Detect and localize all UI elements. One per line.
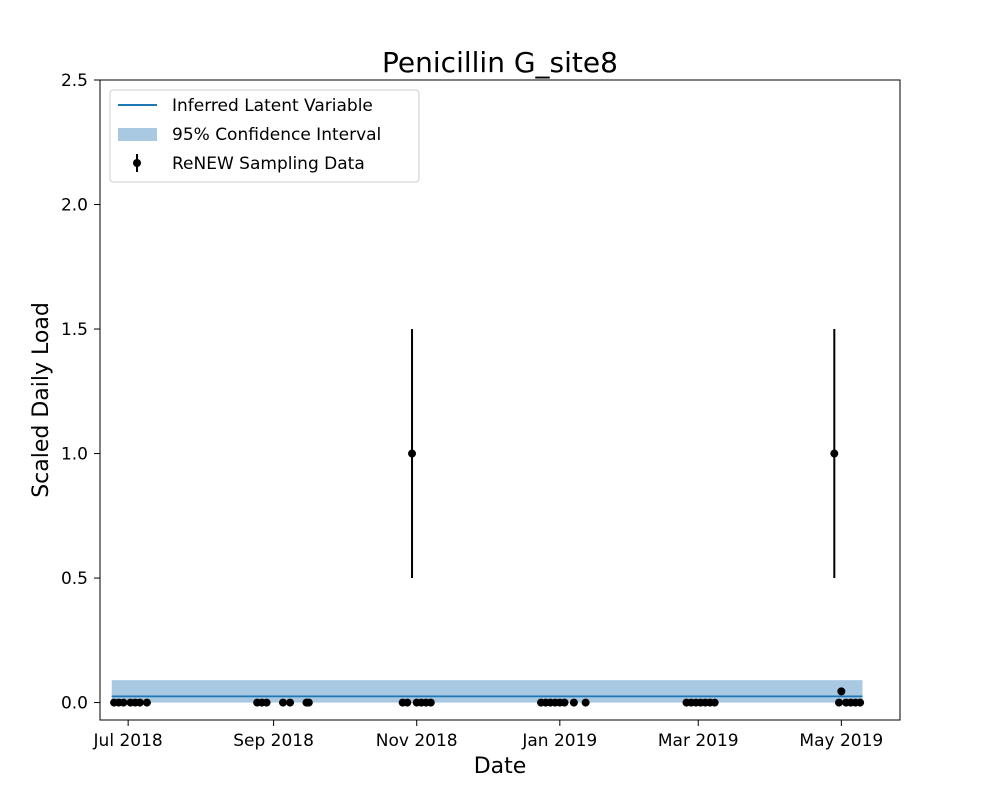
legend-label: 95% Confidence Interval: [172, 125, 381, 145]
sample-point: [837, 687, 846, 696]
y-axis-label: Scaled Daily Load: [29, 302, 54, 498]
sample-point: [830, 449, 839, 458]
legend-box: [109, 89, 420, 183]
sample-point: [426, 698, 435, 707]
x-tick-label: Nov 2018: [376, 731, 458, 751]
legend-band-swatch: [118, 128, 157, 141]
sample-point: [278, 698, 287, 707]
y-tick-label: 0.0: [61, 694, 88, 714]
y-tick-label: 1.0: [61, 445, 88, 465]
x-tick-label: Mar 2019: [658, 731, 739, 751]
sample-point: [581, 698, 590, 707]
x-axis-label: Date: [474, 754, 527, 779]
sample-point: [135, 698, 144, 707]
x-tick-label: Jan 2019: [521, 731, 597, 751]
sample-point: [569, 698, 578, 707]
x-tick-label: Jul 2018: [93, 731, 163, 751]
sample-point: [560, 698, 569, 707]
x-tick-label: Sep 2018: [233, 731, 314, 751]
y-tick-label: 2.0: [61, 196, 88, 216]
sample-point: [835, 698, 844, 707]
y-tick-label: 2.5: [61, 71, 88, 91]
x-axis-ticks: Jul 2018 Sep 2018 Nov 2018 Jan 2019 Mar 2019…: [93, 720, 883, 751]
sample-points-layer: [110, 329, 865, 707]
sample-point: [286, 698, 295, 707]
sample-point: [262, 698, 271, 707]
sample-point: [710, 698, 719, 707]
sample-point: [408, 449, 417, 458]
x-tick-label: May 2019: [799, 731, 883, 751]
legend: Inferred Latent Variable 95% Confidence I…: [109, 89, 420, 183]
sample-point: [142, 698, 151, 707]
y-tick-label: 1.5: [61, 320, 88, 340]
legend-point-swatch: [133, 159, 141, 167]
sample-point: [403, 698, 412, 707]
plot-area-frame: [99, 79, 901, 721]
sample-point: [856, 698, 865, 707]
sample-point: [304, 698, 313, 707]
sample-point: [119, 698, 128, 707]
legend-label: Inferred Latent Variable: [172, 96, 373, 116]
y-axis-ticks: 0.0 0.5 1.0 1.5 2.0 2.5: [61, 71, 100, 714]
legend-label: ReNEW Sampling Data: [172, 154, 365, 174]
chart-title: Penicillin G_site8: [382, 46, 618, 79]
confidence-band: [111, 680, 863, 703]
y-tick-label: 0.5: [61, 569, 88, 589]
confidence-band-layer: [111, 680, 863, 703]
